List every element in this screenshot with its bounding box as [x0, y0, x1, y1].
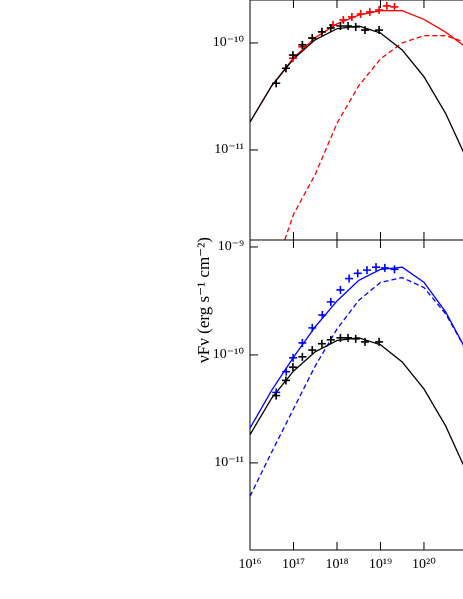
- data-point: [326, 335, 335, 344]
- x-tick-label: 10¹⁶: [238, 557, 261, 572]
- model-curve: [250, 337, 463, 466]
- data-point: [353, 269, 362, 278]
- y-tick-label: 10⁻¹¹: [214, 142, 244, 157]
- data-point: [308, 323, 317, 332]
- y-tick-label: 10⁻¹⁰: [213, 347, 245, 362]
- y-tick-label: 10⁻⁹: [218, 239, 244, 254]
- data-point: [336, 285, 345, 294]
- data-point: [288, 363, 297, 372]
- model-curve: [250, 25, 463, 153]
- data-point: [336, 333, 345, 342]
- data-point: [282, 367, 291, 376]
- data-point: [308, 34, 317, 43]
- data-point: [390, 265, 399, 274]
- data-point: [360, 337, 369, 346]
- data-point: [347, 12, 356, 21]
- x-tick-label: 10¹⁸: [325, 557, 348, 572]
- data-point: [375, 26, 384, 35]
- x-tick-label: 10¹⁷: [282, 557, 305, 572]
- data-point: [317, 27, 326, 36]
- data-point: [360, 26, 369, 35]
- data-point: [272, 391, 281, 400]
- data-point: [382, 1, 391, 10]
- model-curve: [250, 266, 463, 429]
- x-tick-label: 10¹⁹: [369, 557, 392, 572]
- data-point: [326, 297, 335, 306]
- data-point: [365, 7, 374, 16]
- data-point: [326, 23, 335, 32]
- data-point: [289, 353, 298, 362]
- data-point: [390, 2, 399, 11]
- data-point: [380, 263, 389, 272]
- data-point: [351, 334, 360, 343]
- data-point: [375, 337, 384, 346]
- data-point: [298, 338, 307, 347]
- data-point: [356, 9, 365, 18]
- y-tick-label: 10⁻¹⁰: [213, 35, 245, 50]
- data-point: [272, 79, 281, 88]
- data-point: [344, 333, 353, 342]
- data-point: [362, 266, 371, 275]
- data-point: [298, 40, 307, 49]
- data-point: [372, 263, 381, 272]
- data-point: [308, 346, 317, 355]
- data-point: [351, 22, 360, 31]
- data-point: [317, 339, 326, 348]
- data-point: [336, 22, 345, 31]
- x-tick-label: 10²⁰: [412, 557, 436, 572]
- data-point: [281, 376, 290, 385]
- data-point: [298, 352, 307, 361]
- model-curve-dashed: [250, 276, 463, 497]
- y-axis-label: νFν (erg s⁻¹ cm⁻²): [194, 237, 213, 363]
- data-point: [339, 15, 348, 24]
- data-point: [375, 6, 384, 15]
- data-point: [345, 274, 354, 283]
- data-point: [288, 51, 297, 60]
- y-tick-label: 10⁻¹¹: [214, 455, 244, 470]
- data-point: [281, 64, 290, 73]
- model-curve-dashed: [284, 35, 463, 240]
- data-point: [318, 311, 327, 320]
- data-point: [344, 22, 353, 31]
